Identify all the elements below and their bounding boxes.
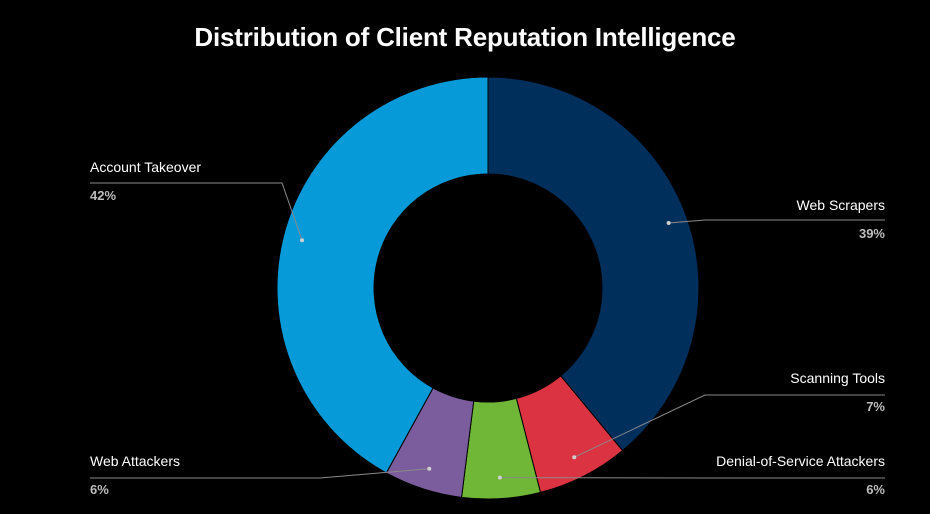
slice-percent-label: 6% [866,482,885,497]
leader-dot [427,466,432,471]
slice-label: Denial-of-Service Attackers [716,453,885,469]
leader-line [90,182,303,241]
slice-percent-label: 7% [866,399,885,414]
slice-percent-label: 6% [90,482,109,497]
slice-label: Web Attackers [90,453,180,469]
leader-line [574,394,885,458]
leader-line [90,468,430,479]
leader-dot [497,475,502,480]
leader-dot [300,238,305,243]
slice-label: Scanning Tools [790,370,885,386]
slice-percent-label: 42% [90,188,116,203]
slice-label: Account Takeover [90,159,201,175]
slice-account-takeover [276,76,489,474]
leader-dot [666,220,671,225]
leader-dot [572,455,577,460]
chart-title: Distribution of Client Reputation Intell… [194,22,736,52]
slice-web-scrapers [487,76,700,452]
slice-label: Web Scrapers [797,197,885,213]
leader-line [668,219,885,224]
slice-percent-label: 39% [859,226,885,241]
